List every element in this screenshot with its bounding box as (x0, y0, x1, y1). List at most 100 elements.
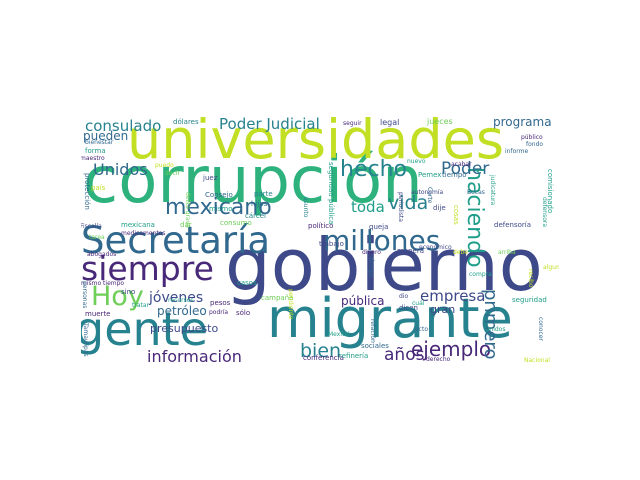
cloud-word: seguir (343, 120, 362, 127)
cloud-word: autonomía (411, 189, 444, 196)
cloud-word: Poder (441, 159, 490, 179)
cloud-word: manera (397, 247, 425, 255)
cloud-word: jóvenes (149, 290, 204, 306)
cloud-word: muerte (85, 310, 111, 318)
cloud-word: Unidos (485, 326, 506, 333)
cloud-word: alguna (543, 264, 559, 271)
cloud-word: informe (505, 148, 529, 155)
cloud-word: tratar (132, 302, 149, 309)
cloud-word: fondo (526, 141, 544, 148)
cloud-word: primero (480, 289, 501, 360)
cloud-word: podría (209, 309, 229, 316)
cloud-word: Tamaulipas (82, 323, 89, 357)
cloud-word: presupuesto (150, 322, 219, 335)
cloud-word: dólares (173, 118, 199, 126)
cloud-word: acabar (451, 161, 472, 168)
cloud-word: pendiente (287, 289, 294, 320)
cloud-word: universidades (127, 117, 504, 171)
cloud-word: dio (399, 293, 409, 300)
cloud-word: refinería (339, 352, 369, 360)
word-cloud: corrupción gobierno universidades migran… (81, 117, 559, 363)
cloud-word: hijos (251, 200, 268, 208)
cloud-word: país (91, 184, 106, 192)
cloud-word: Mexitel (328, 331, 350, 338)
cloud-word: Unidos (93, 160, 148, 179)
cloud-word: delito grave (184, 192, 191, 228)
cloud-word: seguridad pública (327, 162, 335, 225)
cloud-word: información (147, 347, 242, 364)
cloud-word: pueden (83, 129, 129, 143)
cloud-word: hecho (340, 157, 407, 182)
cloud-word: años (384, 345, 425, 364)
cloud-word: droga (367, 257, 375, 278)
cloud-word: queja (369, 223, 389, 231)
cloud-word: bienestar (85, 139, 114, 146)
cloud-word: pesos (210, 299, 231, 307)
cloud-word: millones (323, 224, 441, 257)
cloud-word: consumo (220, 219, 252, 227)
cloud-word: bien (300, 340, 342, 362)
cloud-word: Hoy (91, 281, 144, 312)
cloud-word: compra (469, 271, 492, 278)
cloud-word: decir (165, 170, 180, 177)
cloud-word: público (521, 134, 543, 141)
cloud-word: siempre (81, 249, 214, 288)
cloud-word: relación (369, 319, 376, 343)
cloud-word: Secretaría (81, 219, 271, 262)
cloud-word: sociales (361, 342, 389, 350)
cloud-word: debe (453, 249, 468, 256)
cloud-word: conocer (537, 317, 544, 341)
cloud-word: Corte (426, 187, 433, 204)
cloud-word: político (308, 222, 334, 230)
cloud-word: empresa (420, 287, 486, 305)
cloud-word: jueces (427, 117, 453, 126)
cloud-word: forma (85, 147, 106, 155)
cloud-word: Poder Judicial (219, 117, 320, 133)
cloud-word: maestro (81, 155, 105, 162)
cloud-word: mexicano (165, 195, 272, 220)
cloud-word: seguridad (512, 296, 547, 304)
cloud-word: parte (254, 190, 273, 198)
cloud-word: personas (81, 281, 88, 309)
cloud-word: arriba (498, 249, 516, 256)
cloud-word: medicamentos (121, 230, 166, 237)
cloud-word: defensoría (494, 221, 531, 229)
cloud-word: casos (237, 279, 257, 287)
cloud-word: petróleo (157, 304, 207, 318)
cloud-word: migrante (267, 287, 513, 350)
cloud-word: tarea (89, 234, 105, 241)
cloud-word: Fiscalía (81, 223, 102, 230)
cloud-word: consulado (85, 117, 162, 135)
cloud-word: mismo tiempo (81, 280, 125, 287)
cloud-word: cárcel (245, 212, 266, 220)
cloud-word: juez (203, 174, 218, 182)
cloud-word: programa (493, 117, 552, 129)
cloud-word: defensora (541, 197, 548, 228)
cloud-word: Pemex (418, 171, 442, 179)
cloud-word: protección (83, 173, 91, 210)
cloud-word: abogados (87, 251, 117, 258)
cloud-word: recursos (168, 297, 194, 304)
cloud-word: haciendo (462, 167, 487, 268)
cloud-word: corrupción (83, 144, 423, 218)
cloud-word: tiempo (442, 171, 467, 179)
cloud-word: comisionado (546, 169, 554, 214)
cloud-word: recibo (527, 269, 534, 288)
cloud-word: gente (81, 302, 208, 356)
cloud-word: Bocas (467, 189, 485, 196)
cloud-word: sino (121, 288, 136, 296)
cloud-word: sólo (236, 309, 251, 317)
cloud-word: dinero (362, 249, 381, 256)
cloud-word: vida (388, 192, 429, 214)
cloud-word: toda (351, 198, 385, 216)
cloud-word: periodista (397, 192, 404, 222)
cloud-word: campaña (261, 294, 294, 302)
cloud-word: conferencia (303, 354, 344, 362)
cloud-word: ejemplo (411, 337, 492, 361)
cloud-word: Consejo (205, 191, 233, 199)
cloud-word: dicen (399, 304, 418, 312)
cloud-word: pública (341, 294, 385, 308)
cloud-word: mexicana (121, 221, 155, 229)
cloud-word: económico (419, 244, 452, 251)
cloud-word: puedo (155, 162, 174, 169)
